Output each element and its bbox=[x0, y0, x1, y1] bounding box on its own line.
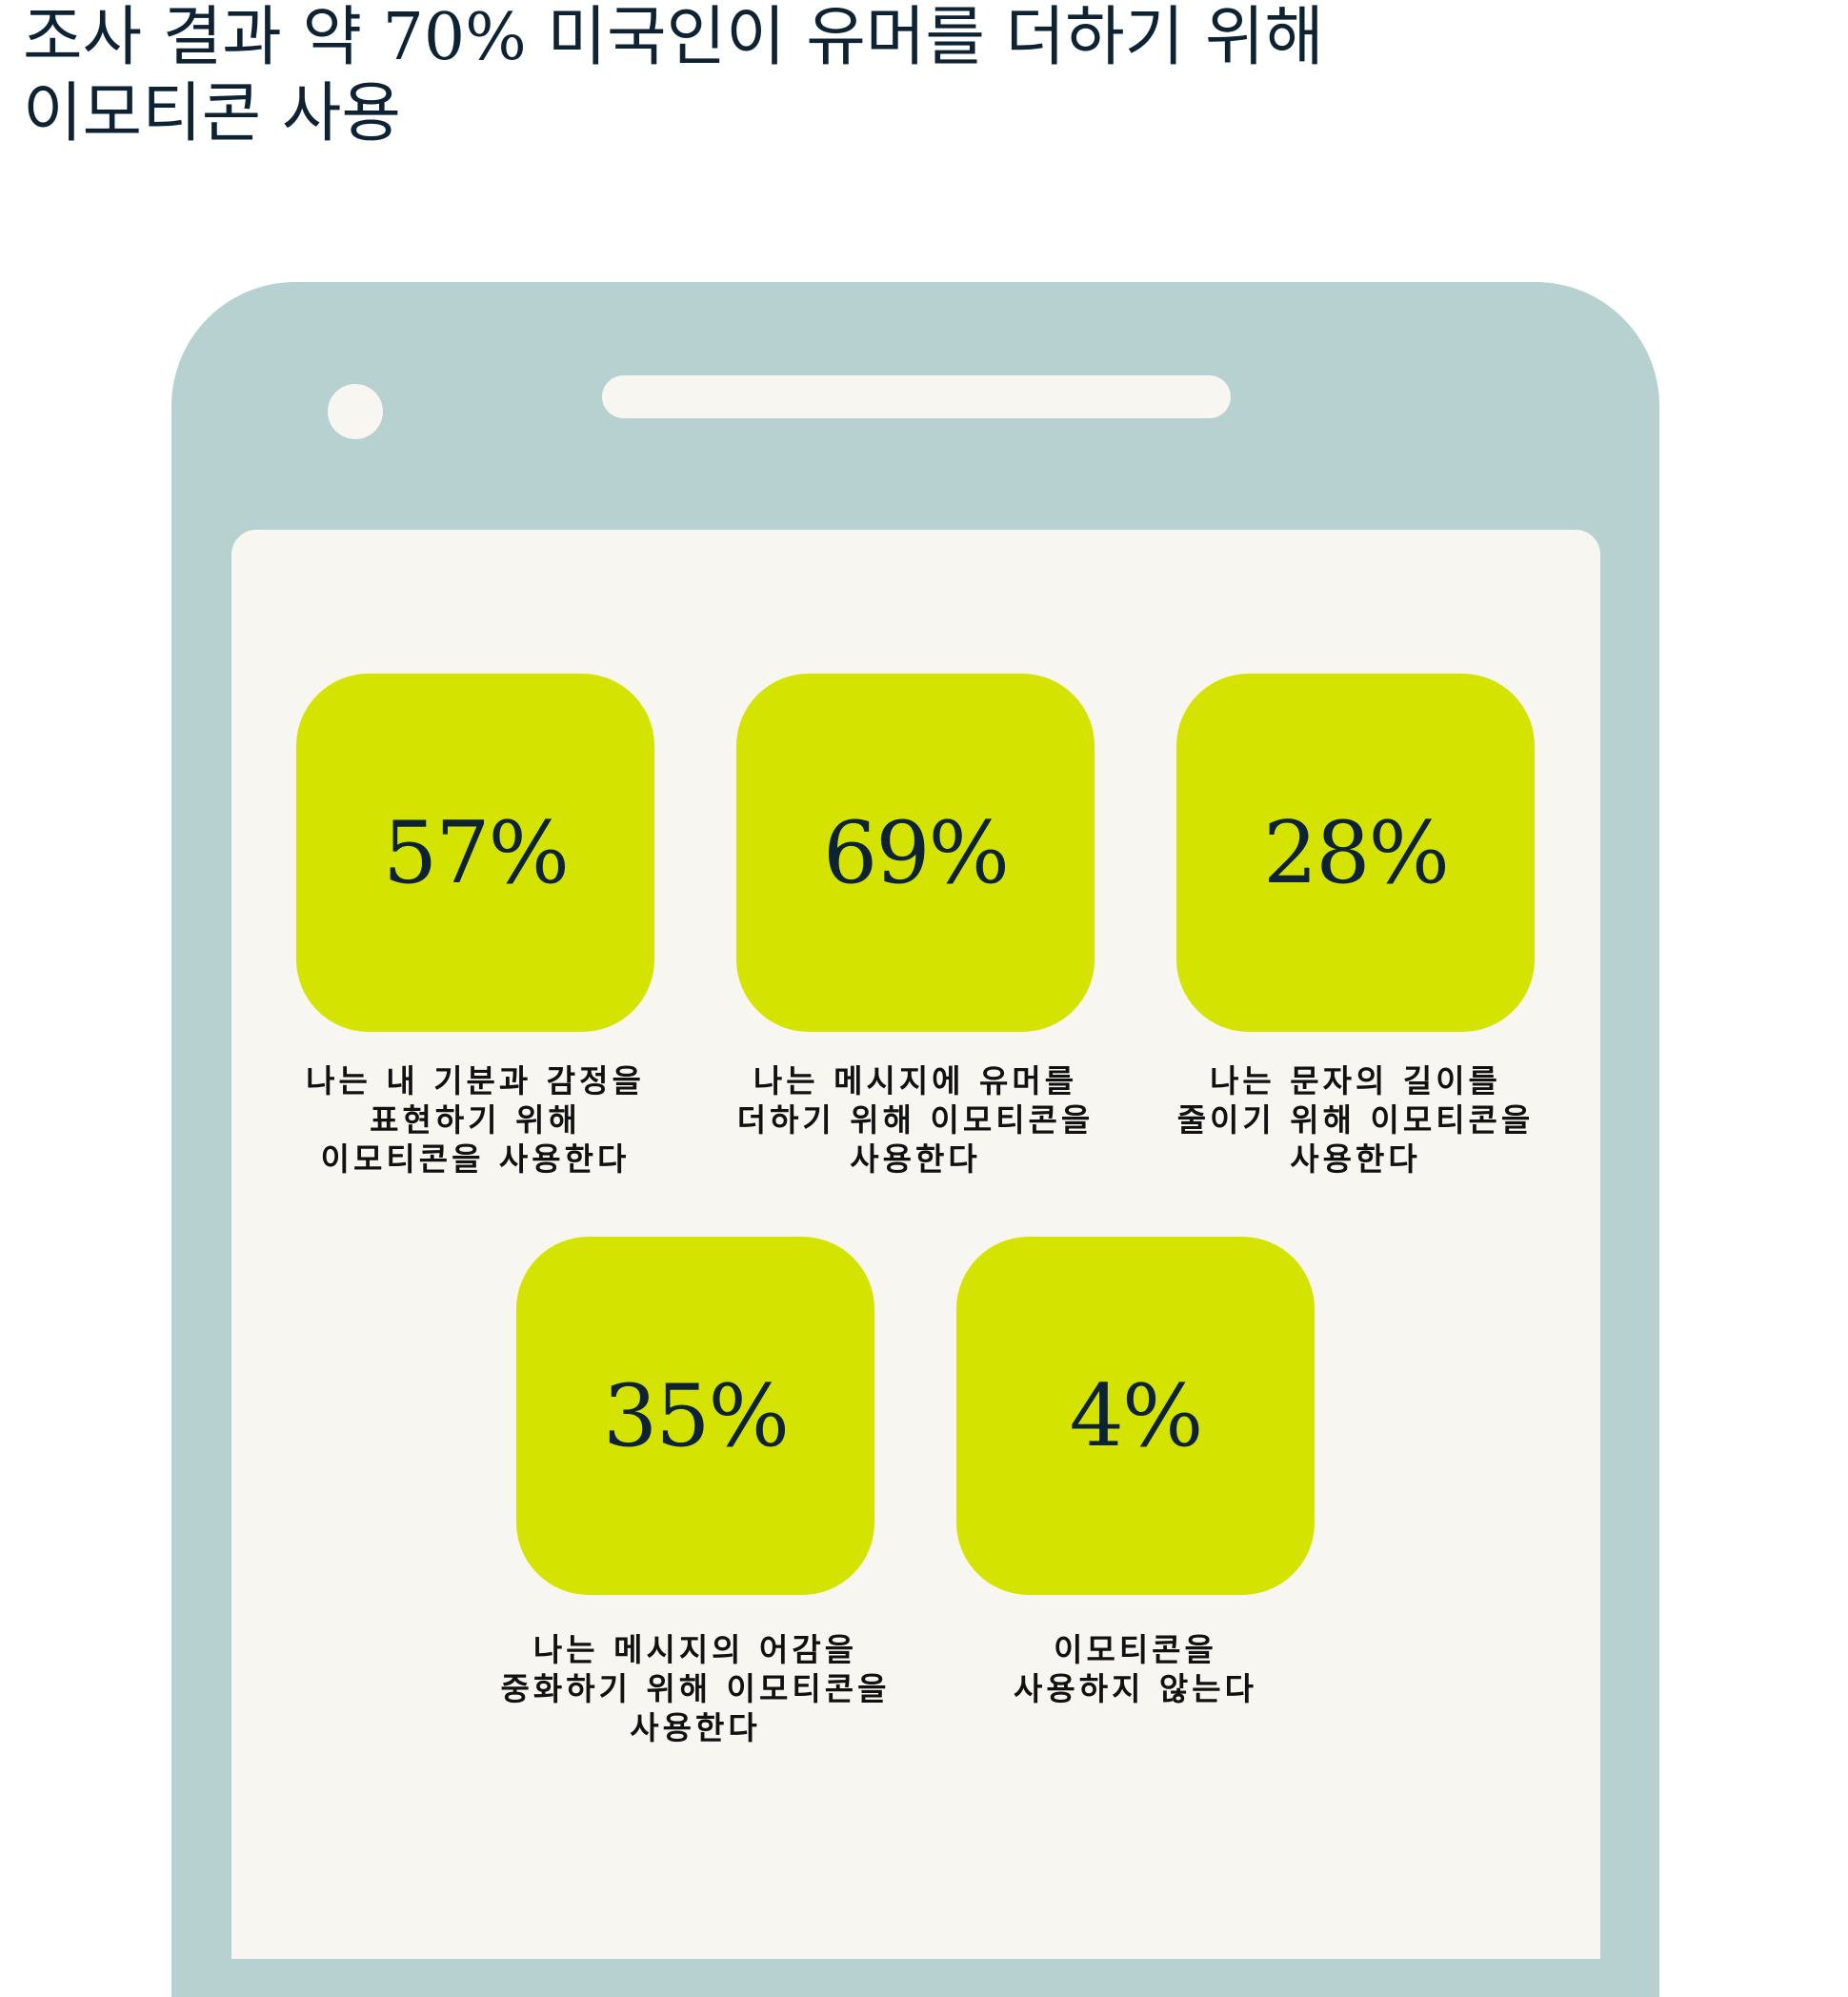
stat-label: 이모티콘을 사용하지 않는다 bbox=[1013, 1631, 1257, 1707]
stat-label: 나는 메시지에 유머를 더하기 위해 이모티콘을 사용한다 bbox=[736, 1062, 1095, 1178]
stat-label: 나는 내 기분과 감정을 표현하기 위해 이모티콘을 사용한다 bbox=[306, 1062, 645, 1178]
stat-value: 57% bbox=[382, 802, 570, 903]
stat-label: 나는 메시지의 어감을 중화하기 위해 이모티콘을 사용한다 bbox=[500, 1631, 891, 1746]
stat-tile: 35% bbox=[516, 1237, 874, 1595]
stat-value: 28% bbox=[1262, 802, 1450, 903]
page-title: 조사 결과 약 70% 미국인이 유머를 더하기 위해 이모티콘 사용 bbox=[23, 0, 1324, 151]
stat-value: 69% bbox=[822, 802, 1010, 903]
stat-tile: 28% bbox=[1176, 674, 1535, 1032]
stat-label: 나는 문자의 길이를 줄이기 위해 이모티콘을 사용한다 bbox=[1176, 1062, 1535, 1178]
stat-tile: 69% bbox=[736, 674, 1095, 1032]
stat-value: 35% bbox=[602, 1365, 790, 1466]
stat-tile: 57% bbox=[296, 674, 654, 1032]
stat-value: 4% bbox=[1069, 1365, 1204, 1466]
camera-icon bbox=[328, 384, 383, 439]
stat-tile: 4% bbox=[956, 1237, 1315, 1595]
speaker-bar bbox=[602, 375, 1231, 418]
